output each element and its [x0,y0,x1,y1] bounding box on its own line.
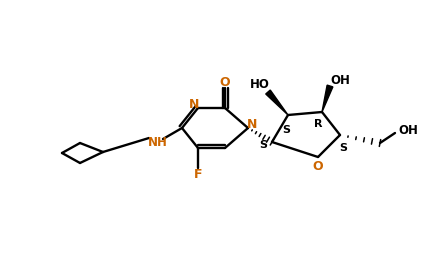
Text: O: O [220,75,231,88]
Text: F: F [194,169,202,181]
Polygon shape [322,85,333,112]
Polygon shape [266,90,288,115]
Text: S: S [259,140,267,150]
Text: N: N [247,117,257,130]
Text: O: O [313,159,324,173]
Text: OH: OH [398,124,418,138]
Text: S: S [282,125,290,135]
Text: OH: OH [330,74,350,86]
Text: NH: NH [148,135,168,149]
Text: HO: HO [250,79,270,92]
Text: S: S [339,143,347,153]
Text: N: N [189,98,199,110]
Text: R: R [314,119,322,129]
